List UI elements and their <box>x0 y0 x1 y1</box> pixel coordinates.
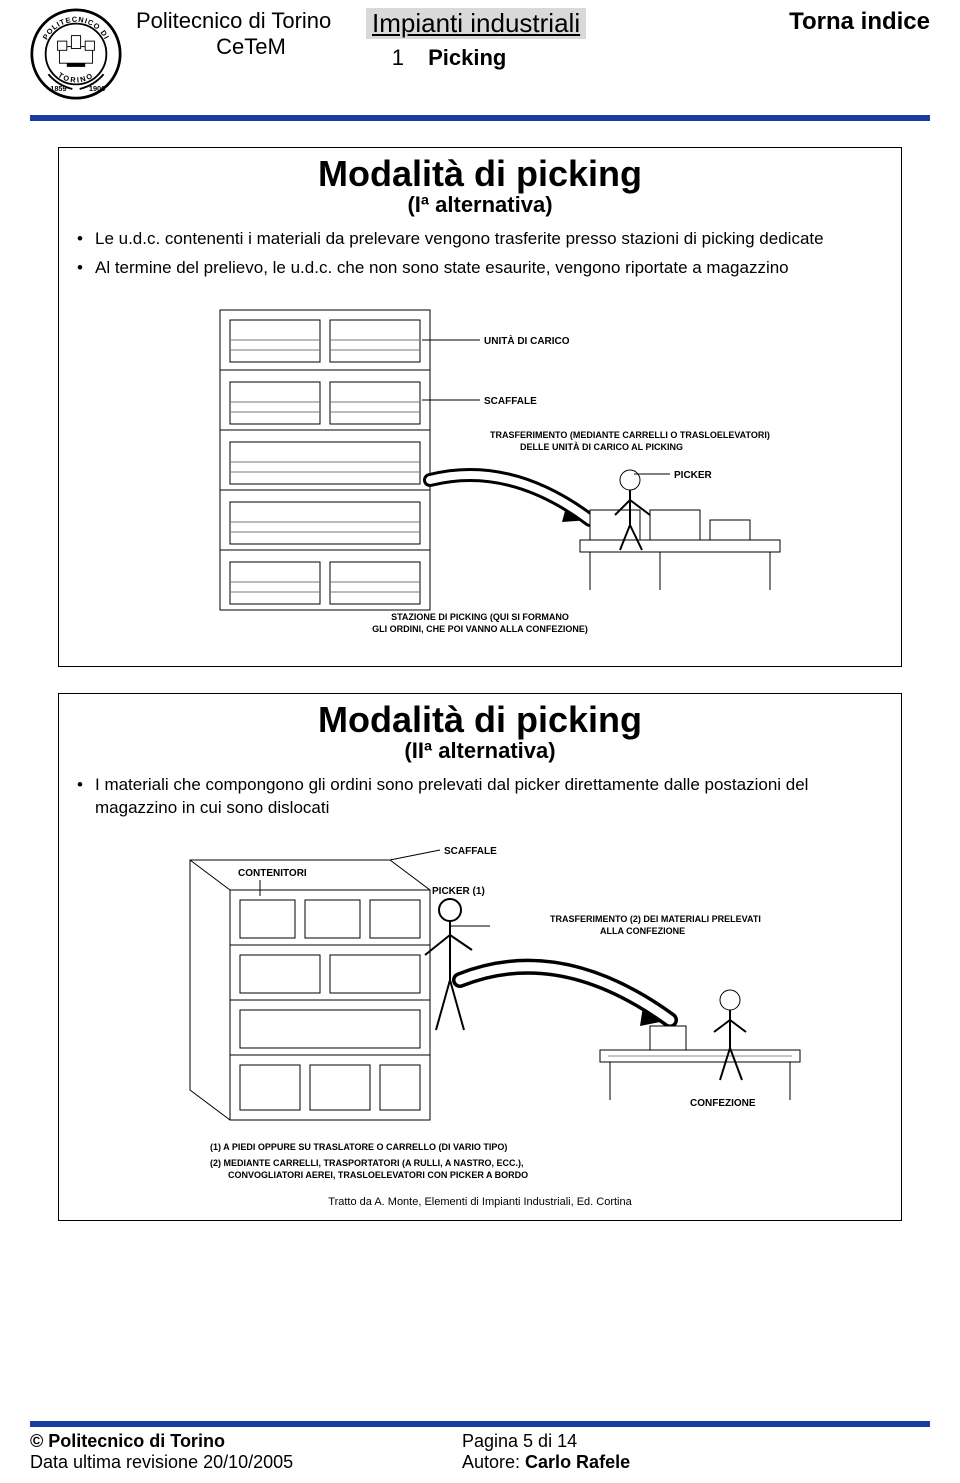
institution-name: Politecnico di Torino CeTeM <box>136 8 366 61</box>
footer-table: © Politecnico di Torino Pagina 5 di 14 D… <box>30 1431 930 1473</box>
svg-text:TORINO: TORINO <box>56 70 95 84</box>
page: POLITECNICO DI TORINO 1859 1906 <box>0 0 960 1483</box>
label-trasf2: DELLE UNITÀ DI CARICO AL PICKING <box>520 442 683 452</box>
slide-1: Modalità di picking (Iª alternativa) Le … <box>58 147 902 667</box>
slide-1-bullets: Le u.d.c. contenenti i materiali da prel… <box>71 228 889 280</box>
slide-2-bullets: I materiali che compongono gli ordini so… <box>71 774 889 820</box>
slide-2-bullet-1: I materiali che compongono gli ordini so… <box>77 774 883 820</box>
label-picker: PICKER <box>674 470 713 481</box>
seal-icon: POLITECNICO DI TORINO 1859 1906 <box>30 8 122 100</box>
institution-line1: Politecnico di Torino <box>136 8 331 33</box>
chapter-number: 1 <box>372 45 404 71</box>
slide-2-title: Modalità di picking <box>71 702 889 738</box>
label-stazione2: GLI ORDINI, CHE POI VANNO ALLA CONFEZION… <box>372 624 588 634</box>
footer-rule <box>30 1421 930 1427</box>
slide-2-diagram: CONTENITORI SCAFFALE PICKER (1) TRASFERI… <box>130 830 830 1190</box>
slide-1-heading: Modalità di picking (Iª alternativa) <box>71 156 889 218</box>
footer-page: Pagina 5 di 14 <box>462 1431 930 1452</box>
footer-copyright: © Politecnico di Torino <box>30 1431 462 1452</box>
institution-line2: CeTeM <box>136 34 366 60</box>
slide-2-subtitle: (IIª alternativa) <box>71 738 889 764</box>
slide-1-bullet-1: Le u.d.c. contenenti i materiali da prel… <box>77 228 883 251</box>
course-title: Impianti industriali <box>366 8 586 39</box>
back-to-index-link[interactable]: Torna indice <box>789 8 930 35</box>
chapter-line: 1 Picking <box>372 45 775 71</box>
page-footer: © Politecnico di Torino Pagina 5 di 14 D… <box>30 1421 930 1473</box>
label-scaffale: SCAFFALE <box>484 396 537 407</box>
label-scaffale-2: SCAFFALE <box>444 846 497 857</box>
label-udc: UNITÀ DI CARICO <box>484 334 570 347</box>
institution-seal: POLITECNICO DI TORINO 1859 1906 <box>30 8 122 105</box>
slide-1-diagram: UNITÀ DI CARICO SCAFFALE TRASFERIMENTO (… <box>160 290 800 650</box>
header-middle: Politecnico di Torino CeTeM Impianti ind… <box>136 8 775 71</box>
label-stazione1: STAZIONE DI PICKING (QUI SI FORMANO <box>391 612 569 622</box>
slide-1-subtitle: (Iª alternativa) <box>71 192 889 218</box>
footer-revision: Data ultima revisione 20/10/2005 <box>30 1452 462 1473</box>
note-2a: (2) MEDIANTE CARRELLI, TRASPORTATORI (A … <box>210 1158 524 1168</box>
label-confezione: CONFEZIONE <box>690 1098 756 1109</box>
footer-author: Autore: Carlo Rafele <box>462 1452 930 1473</box>
svg-text:1859: 1859 <box>50 84 66 93</box>
footer-author-name: Carlo Rafele <box>525 1452 630 1472</box>
note-2b: CONVOGLIATORI AEREI, TRASLOELEVATORI CON… <box>228 1170 528 1180</box>
label-contenitori: CONTENITORI <box>238 868 307 879</box>
chapter-title: Picking <box>428 45 506 70</box>
footer-author-prefix: Autore: <box>462 1452 525 1472</box>
slide-2: Modalità di picking (IIª alternativa) I … <box>58 693 902 1221</box>
label-trasf2-1: TRASFERIMENTO (2) DEI MATERIALI PRELEVAT… <box>550 914 761 924</box>
header-rule <box>30 115 930 121</box>
slide-1-bullet-2: Al termine del prelievo, le u.d.c. che n… <box>77 257 883 280</box>
label-picker1: PICKER (1) <box>432 886 485 897</box>
note-1: (1) A PIEDI OPPURE SU TRASLATORE O CARRE… <box>210 1142 507 1152</box>
page-header: POLITECNICO DI TORINO 1859 1906 <box>30 8 930 105</box>
slide-2-heading: Modalità di picking (IIª alternativa) <box>71 702 889 764</box>
slide-2-credit: Tratto da A. Monte, Elementi di Impianti… <box>71 1196 889 1208</box>
slide-1-title: Modalità di picking <box>71 156 889 192</box>
header-right: Torna indice <box>789 8 930 36</box>
label-trasf1: TRASFERIMENTO (MEDIANTE CARRELLI O TRASL… <box>490 430 770 440</box>
label-trasf2-2: ALLA CONFEZIONE <box>600 926 685 936</box>
